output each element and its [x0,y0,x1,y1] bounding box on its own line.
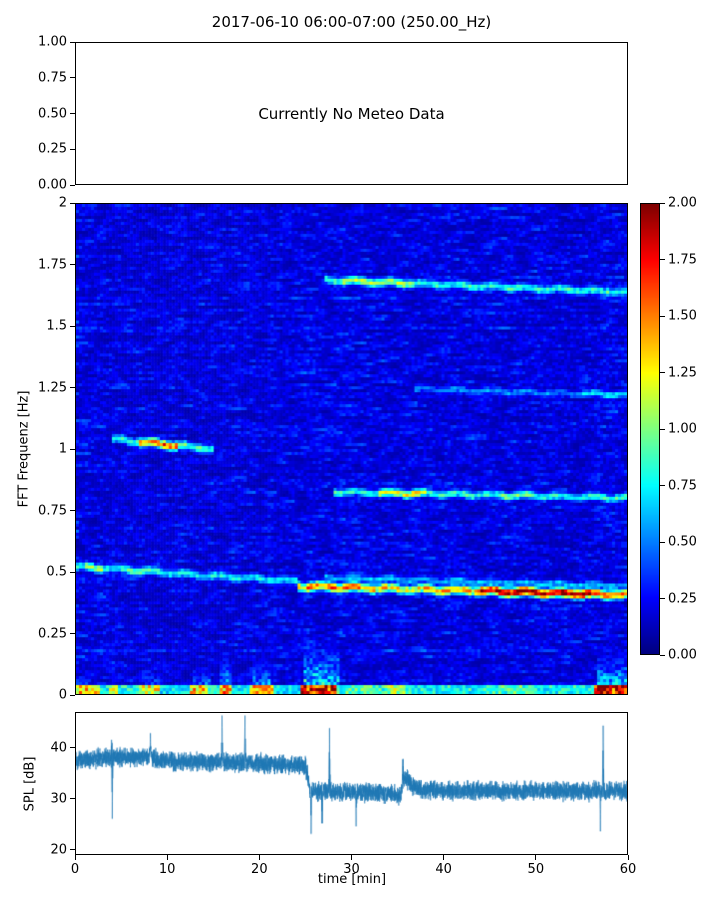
colorbar-tick-label: 2.00 [668,195,697,211]
colorbar-tickmark [660,202,665,204]
time-x-tick-label: 30 [343,862,360,877]
spl-y-tick-label: 20 [50,842,67,858]
spl-y-tickmark [70,849,75,851]
colorbar-tick-label: 0.75 [668,478,697,493]
time-x-tickmark [258,855,260,860]
meteo-y-tick-label: 1.00 [38,34,67,50]
time-x-tick-label: 0 [70,862,80,877]
colorbar-tick-label: 0.50 [668,534,697,550]
colorbar-tick-label: 1.50 [668,308,697,324]
colorbar-tick-label: 1.25 [668,365,697,380]
spl-panel [75,712,628,855]
fft-y-tick-label: 1.25 [38,380,67,395]
colorbar-tick-label: 0.25 [668,591,697,606]
meteo-y-tickmark [70,148,75,150]
colorbar-tickmark [660,372,665,373]
spl-y-tick-label: 40 [50,740,67,756]
colorbar-tickmark [660,541,665,543]
fft-y-tick-label: 0.25 [38,626,67,641]
colorbar-tickmark [660,654,665,656]
fft-y-tick-label: 0.5 [46,564,67,580]
colorbar-tick-label: 1.75 [668,252,697,267]
time-x-tick-label: 50 [527,862,545,877]
no-meteo-data-text: Currently No Meteo Data [258,104,445,123]
fft-y-tick-label: 1.5 [46,318,67,334]
time-x-tickmark [443,855,445,860]
time-x-axis-label: time [min] [317,872,387,887]
fft-y-tickmark [70,510,75,511]
meteo-y-tick-label: 0.75 [38,70,67,86]
colorbar-tickmark [660,315,665,317]
spl-y-axis-label: SPL [dB] [22,756,38,812]
time-x-tickmark [166,855,168,860]
spl-y-tick-label: 30 [50,791,67,807]
spl-y-tickmark [70,747,75,749]
meteo-y-tick-label: 0.25 [38,141,67,157]
meteo-y-tickmark [70,41,75,43]
spl-line-chart [76,713,627,854]
meteo-y-tick-label: 0.50 [38,106,67,121]
meteo-y-tick-label: 0.00 [38,177,67,193]
fft-y-tickmark [70,633,75,634]
spl-y-tickmark [70,798,75,800]
time-x-tick-label: 40 [435,862,452,877]
fft-y-tickmark [70,387,75,388]
fft-y-tick-label: 1 [58,441,67,457]
figure-title: 2017-06-10 06:00-07:00 (250.00_Hz) [211,13,492,31]
colorbar-tickmark [660,428,665,430]
spectrogram-panel [75,203,628,695]
time-x-tickmark [351,855,352,860]
time-x-tickmark [627,855,629,860]
time-x-tick-label: 60 [619,862,637,877]
colorbar-tickmark [660,598,665,599]
colorbar-tick-label: 1.00 [668,421,697,437]
fft-y-tick-label: 2 [58,195,67,211]
fft-y-tick-label: 1.75 [38,257,67,272]
time-x-tick-label: 10 [158,862,176,877]
colorbar-tick-label: 0.00 [668,647,697,663]
fft-y-tickmark [70,202,75,204]
fft-y-tickmark [70,694,75,696]
colorbar-tickmark [660,259,665,260]
meteo-y-tickmark [70,77,75,79]
fft-y-tickmark [70,448,75,450]
fft-y-axis-label: FFT Frequenz [Hz] [16,390,32,508]
meteo-panel: Currently No Meteo Data [75,42,628,185]
spectrogram-heatmap [76,204,627,694]
meteo-y-tickmark [70,113,75,114]
colorbar-tickmark [660,485,665,486]
fft-y-tickmark [70,325,75,327]
fft-y-tickmark [70,571,75,573]
time-x-tick-label: 20 [251,862,268,877]
fft-y-tick-label: 0 [58,687,67,703]
colorbar-gradient [641,204,659,654]
fft-y-tick-label: 0.75 [38,503,67,518]
meteo-y-tickmark [70,184,75,186]
fft-y-tickmark [70,264,75,265]
colorbar [640,203,660,655]
time-x-tickmark [74,855,76,860]
time-x-tickmark [535,855,537,860]
